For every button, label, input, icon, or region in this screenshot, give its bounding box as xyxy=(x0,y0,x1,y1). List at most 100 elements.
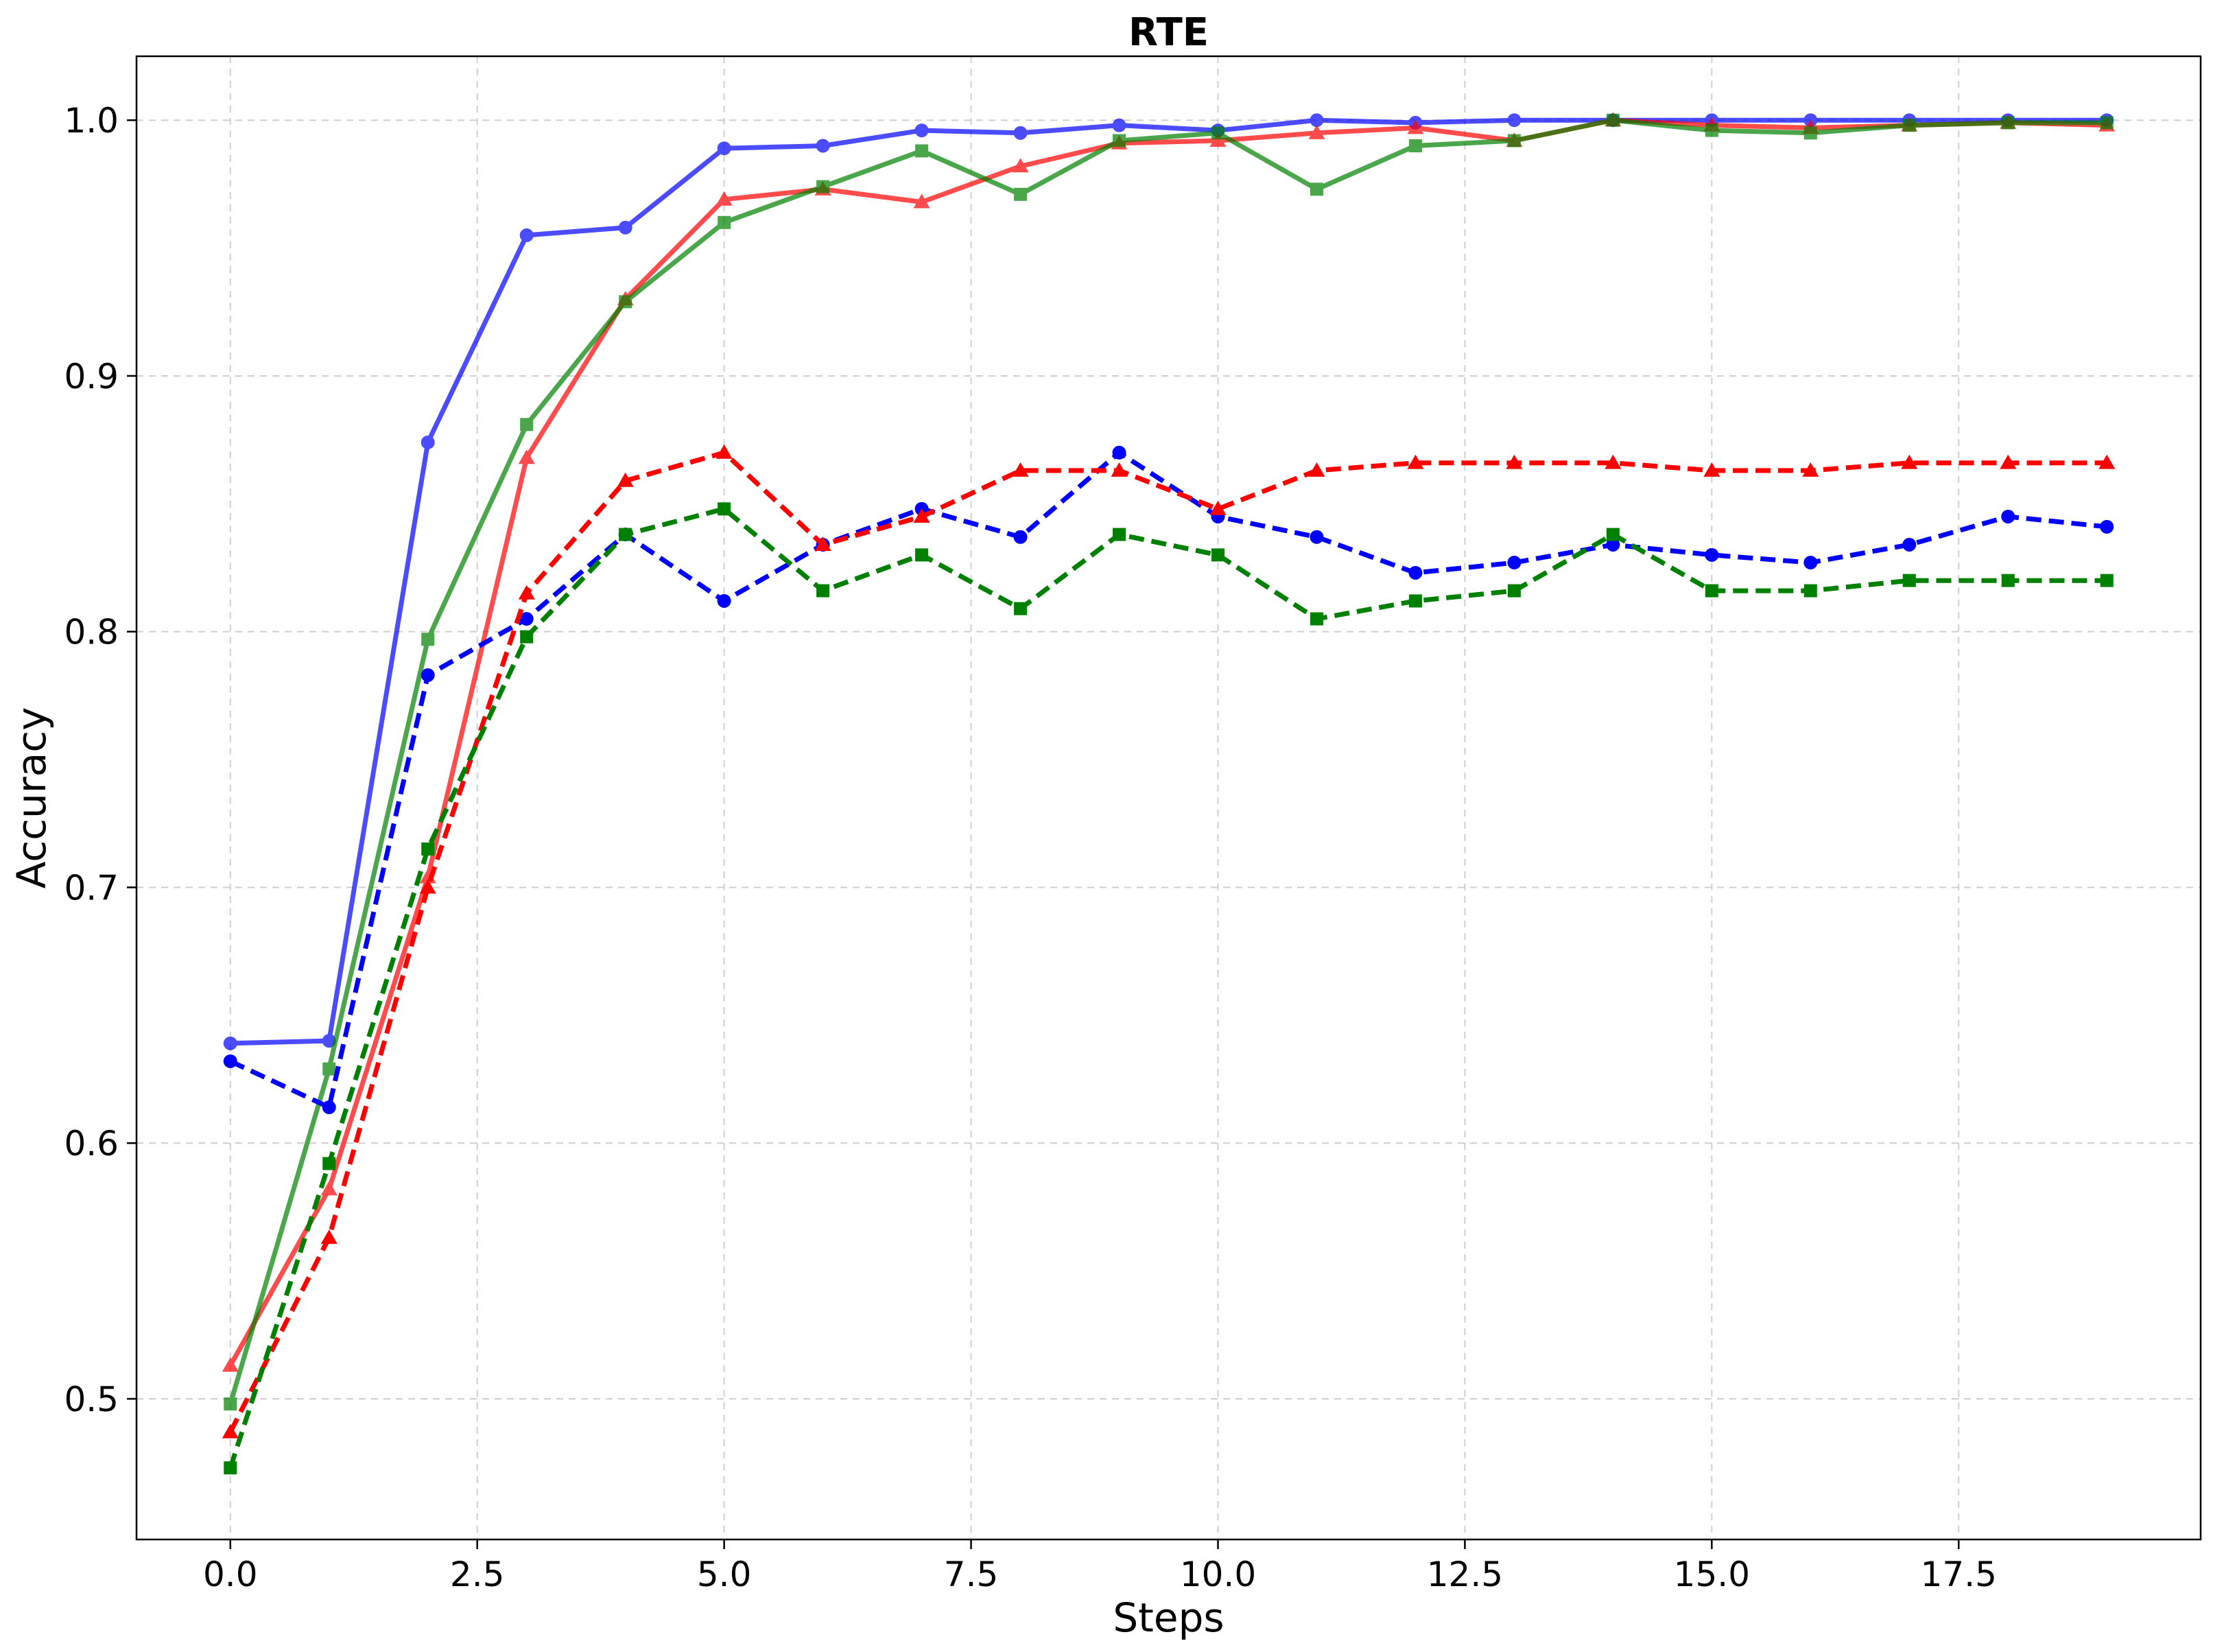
data-point xyxy=(717,141,731,156)
data-point xyxy=(619,528,632,541)
y-tick-label: 0.8 xyxy=(64,613,119,652)
data-point xyxy=(816,139,830,153)
data-point xyxy=(222,1424,239,1439)
data-point xyxy=(519,228,534,242)
data-point xyxy=(1013,530,1028,544)
data-point xyxy=(1606,113,1620,127)
data-point xyxy=(223,1036,237,1050)
data-point xyxy=(2100,574,2114,587)
series-2 xyxy=(224,113,2114,1411)
data-point xyxy=(1308,462,1325,477)
data-point xyxy=(1506,454,1523,469)
data-point xyxy=(1902,537,1917,552)
data-point xyxy=(520,630,534,644)
data-point xyxy=(322,1157,336,1170)
data-point xyxy=(816,180,830,193)
x-tick-label: 15.0 xyxy=(1674,1555,1750,1594)
y-tick-label: 0.7 xyxy=(64,868,119,908)
y-tick-label: 0.5 xyxy=(64,1380,119,1419)
data-point xyxy=(1705,584,1718,598)
y-axis-label: Accuracy xyxy=(8,707,55,889)
data-point xyxy=(2001,116,2015,130)
data-point xyxy=(224,1461,237,1475)
x-tick-label: 12.5 xyxy=(1427,1555,1503,1594)
data-point xyxy=(1902,574,1916,587)
data-point xyxy=(715,191,733,206)
data-point xyxy=(2100,116,2114,130)
series-4 xyxy=(222,444,2116,1439)
data-point xyxy=(1310,113,1324,128)
data-point xyxy=(1703,462,1720,477)
data-point xyxy=(913,193,930,209)
data-point xyxy=(1407,454,1424,469)
data-point xyxy=(1606,528,1620,541)
data-point xyxy=(1308,124,1325,139)
data-point xyxy=(2100,519,2114,534)
data-point xyxy=(419,879,436,894)
data-point xyxy=(718,502,731,516)
data-point xyxy=(518,585,535,600)
data-point xyxy=(915,548,929,562)
data-point xyxy=(1012,462,1029,477)
data-point xyxy=(421,668,435,683)
data-point xyxy=(1209,500,1227,515)
plot-frame xyxy=(135,55,2202,1541)
data-point xyxy=(2001,509,2015,523)
series-line xyxy=(229,450,2107,1110)
data-point xyxy=(617,472,634,487)
data-point xyxy=(1209,132,1227,148)
data-point xyxy=(1014,602,1028,615)
chart-title: RTE xyxy=(1128,10,1209,55)
data-point xyxy=(717,593,731,608)
data-point xyxy=(718,215,731,229)
data-point xyxy=(1606,537,1620,552)
data-point xyxy=(814,536,831,551)
data-point xyxy=(1310,612,1323,626)
x-tick-label: 10.0 xyxy=(1180,1555,1256,1594)
data-point xyxy=(1310,182,1323,196)
data-point xyxy=(1407,119,1424,134)
data-point xyxy=(619,295,632,309)
data-point xyxy=(1507,556,1522,570)
data-point xyxy=(2098,454,2116,469)
x-tick-label: 7.5 xyxy=(944,1555,999,1594)
data-point xyxy=(1605,454,1622,469)
x-tick-label: 2.5 xyxy=(450,1555,505,1594)
data-point xyxy=(1211,548,1224,562)
data-point xyxy=(322,1100,336,1115)
data-point xyxy=(1014,187,1028,201)
data-point xyxy=(1802,462,1819,477)
data-point xyxy=(1310,530,1324,544)
data-point xyxy=(1803,126,1817,140)
data-point xyxy=(1012,158,1029,173)
data-point xyxy=(2001,574,2015,587)
series-line xyxy=(228,117,2107,1367)
data-point xyxy=(1507,134,1521,148)
data-point xyxy=(2000,454,2017,469)
data-point xyxy=(1507,584,1521,598)
y-tick-label: 0.9 xyxy=(64,357,119,397)
data-point xyxy=(519,612,534,626)
x-tick-label: 17.5 xyxy=(1921,1555,1997,1594)
data-point xyxy=(1507,113,1522,128)
data-point xyxy=(1113,528,1126,541)
data-point xyxy=(1705,123,1718,137)
x-axis-label: Steps xyxy=(1113,1594,1224,1641)
data-point xyxy=(320,1229,338,1244)
data-point xyxy=(1211,126,1224,140)
data-point xyxy=(421,842,435,856)
series-line xyxy=(228,450,2107,1433)
data-point xyxy=(1803,556,1818,570)
data-point xyxy=(421,435,435,449)
data-point xyxy=(322,1062,336,1076)
data-point xyxy=(1112,445,1126,460)
x-tick-label: 5.0 xyxy=(697,1555,752,1594)
y-axis-ticks: 0.5 0.6 0.7 0.8 0.9 1.0 xyxy=(64,101,137,1419)
series-5 xyxy=(224,502,2114,1475)
data-point xyxy=(1113,134,1126,148)
x-axis-ticks: 0.0 2.5 5.0 7.5 10.0 12.5 15.0 17.5 xyxy=(203,1539,1997,1594)
data-point xyxy=(1902,119,1916,132)
data-point xyxy=(914,123,929,138)
data-point xyxy=(520,418,534,432)
